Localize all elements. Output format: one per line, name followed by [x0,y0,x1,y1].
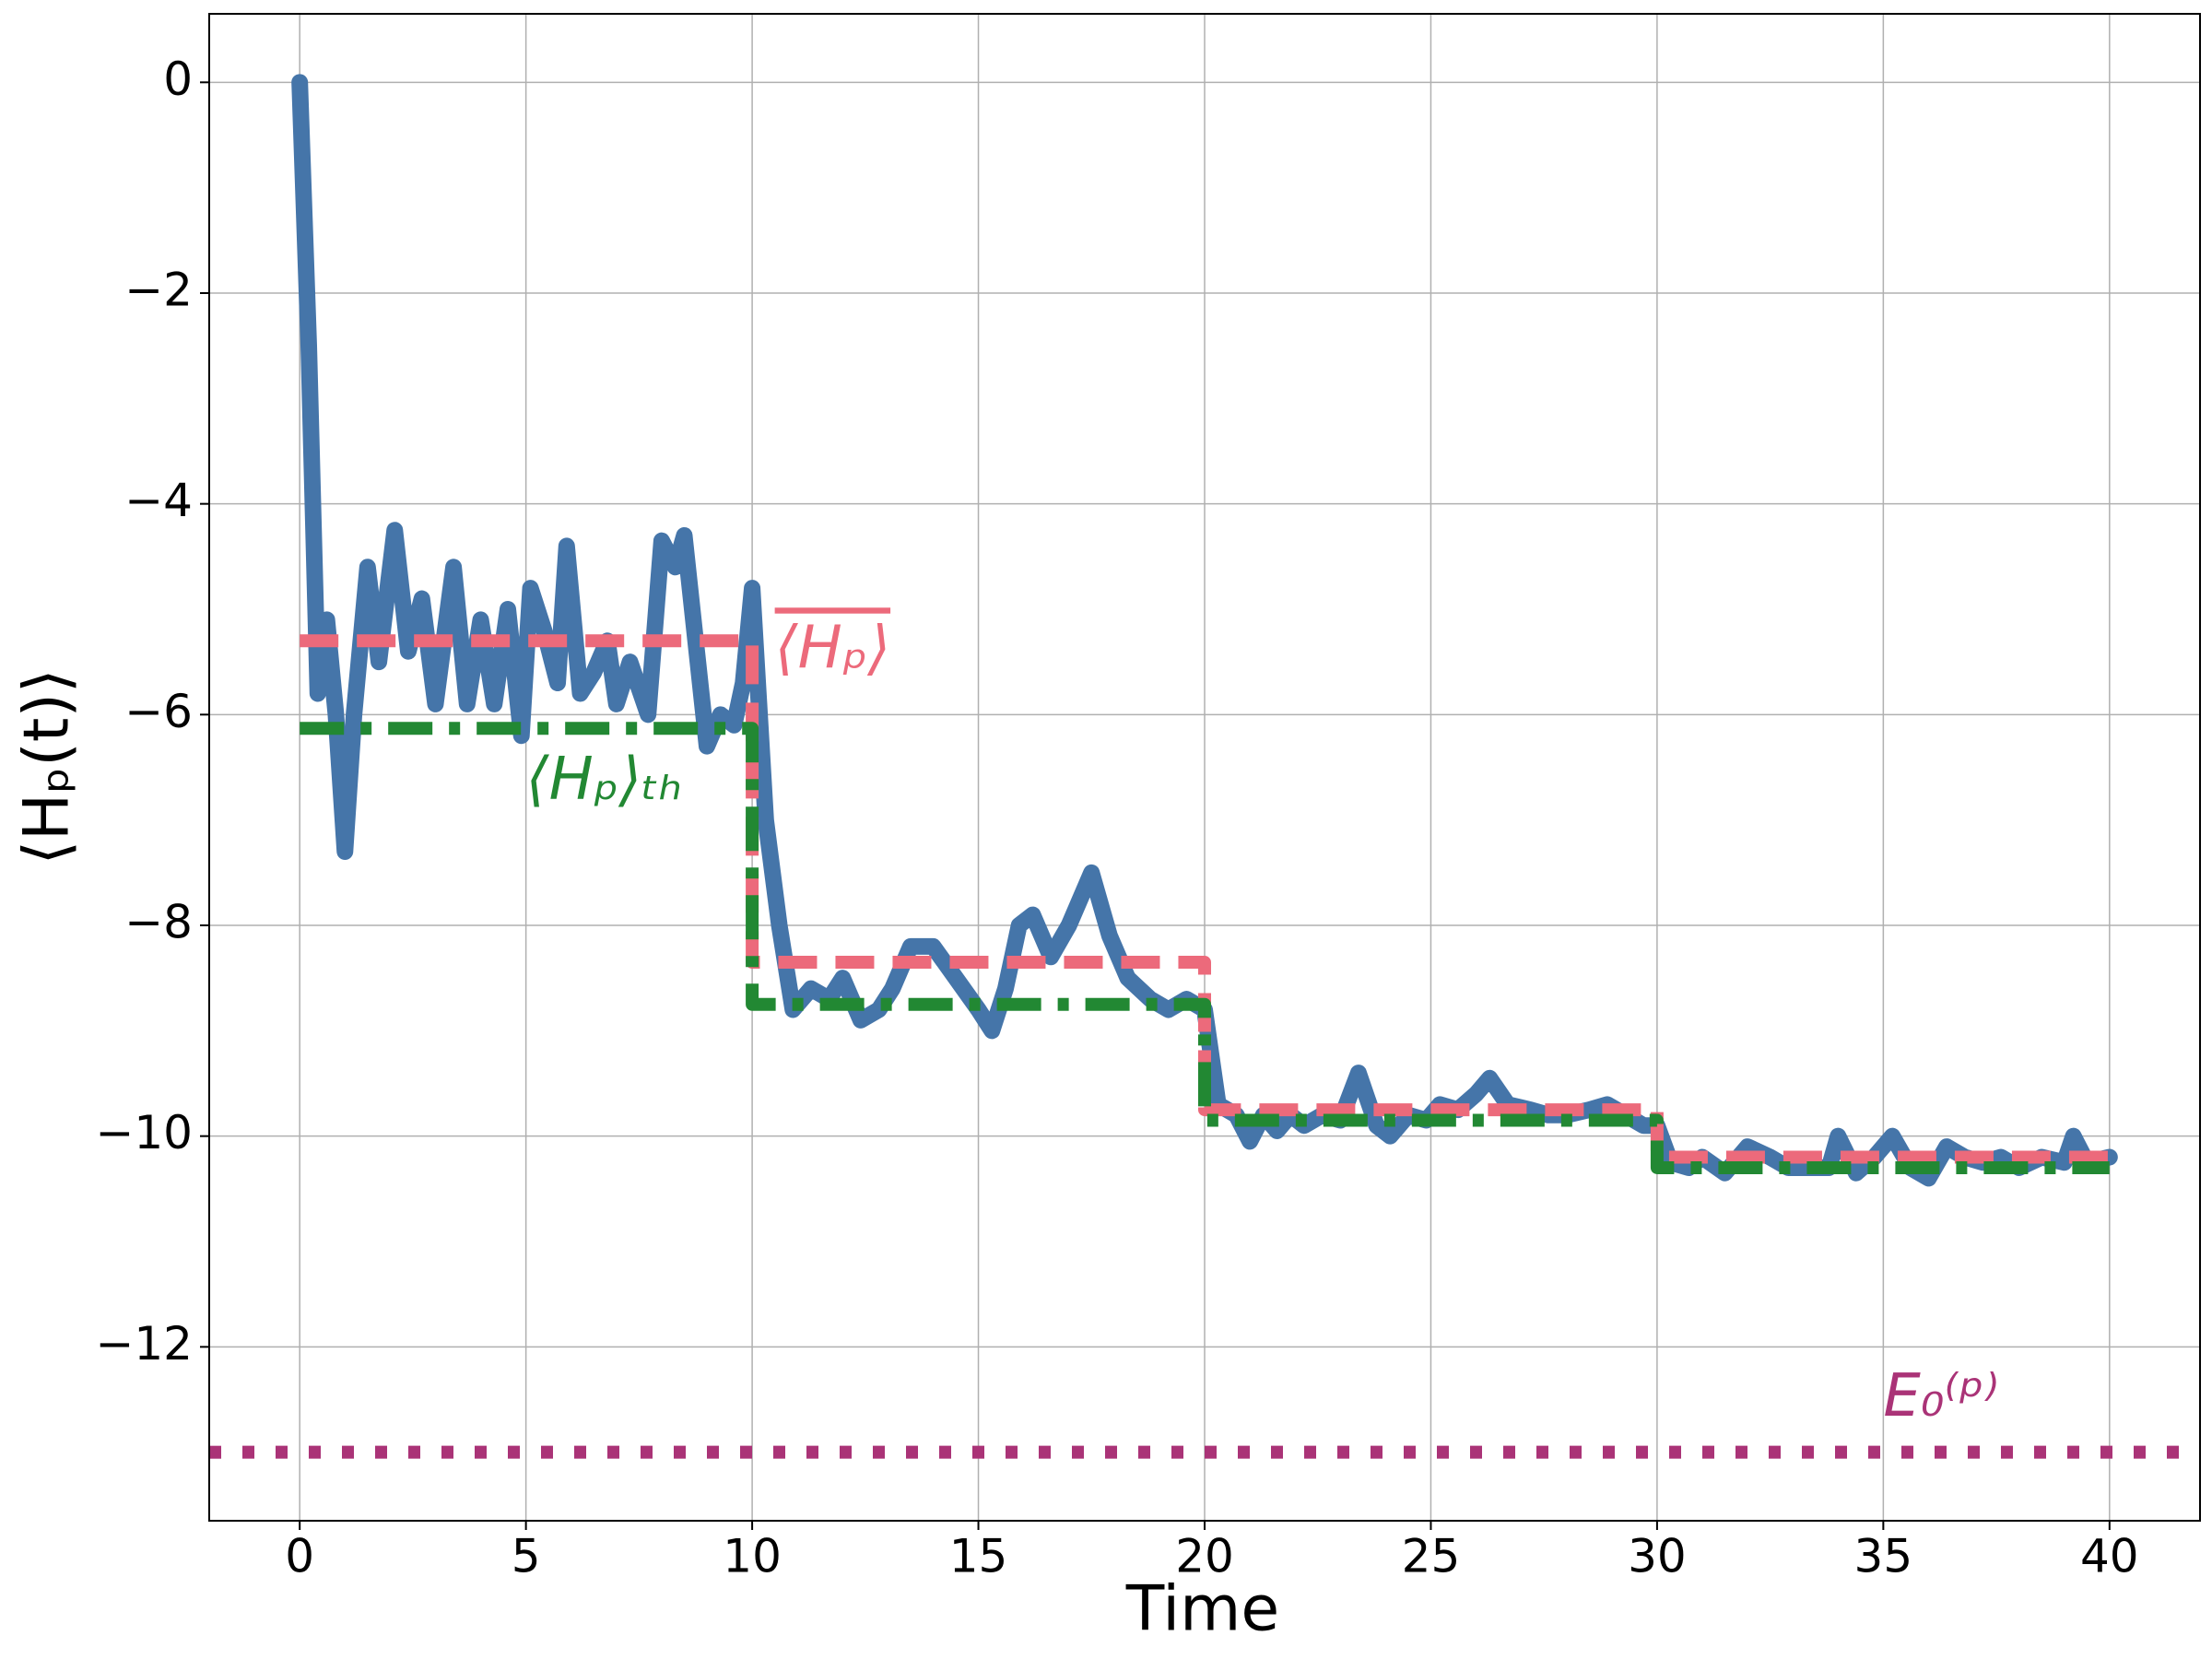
x-tick-label: 30 [1628,1530,1687,1583]
x-axis-label: Time [1125,1573,1279,1646]
y-tick-label: 0 [163,53,193,106]
x-tick-label: 25 [1402,1530,1461,1583]
y-tick-label: −8 [124,896,193,949]
x-tick-label: 5 [512,1530,541,1583]
x-tick-label: 10 [723,1530,782,1583]
annotation: E₀⁽ᵖ⁾ [1883,1362,1998,1430]
plot-frame [208,13,2201,1522]
x-tick-label: 0 [285,1530,314,1583]
y-tick-label: −12 [95,1317,193,1371]
x-tick-label: 35 [1854,1530,1913,1583]
y-axis-label: ⟨Hₚ(t)⟩ [11,668,84,865]
x-tick-label: 20 [1175,1530,1234,1583]
y-tick-label: −10 [95,1106,193,1159]
annotation: ⟨Hₚ⟩ₜₕ [526,746,683,814]
x-tick-label: 40 [2080,1530,2139,1583]
y-tick-label: −6 [124,685,193,738]
series-line [300,722,2110,1174]
y-tick-label: −4 [124,474,193,527]
annotation: ⟨Hₚ⟩ [775,614,890,682]
series-line [291,74,2118,1187]
y-tick-label: −2 [124,263,193,316]
x-tick-label: 15 [949,1530,1008,1583]
